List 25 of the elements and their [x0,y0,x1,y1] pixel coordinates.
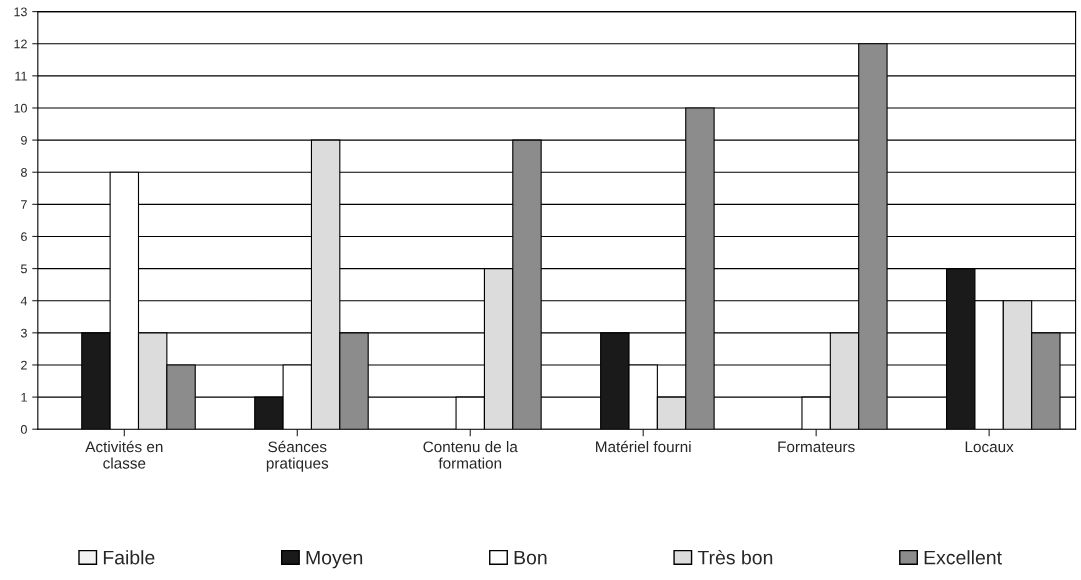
y-tick-label: 7 [21,200,27,209]
x-tick-label: Contenu de la formation [423,441,518,469]
legend-label: Moyen [306,550,363,569]
y-tick-label: 12 [14,39,27,49]
y-tick-label: 10 [14,103,27,113]
legend-label: Très bon [697,549,773,565]
x-tick-label: Séances pratiques [266,440,329,472]
y-tick-label: 9 [21,135,27,145]
y-tick-label: 2 [21,360,27,370]
y-tick-label: 13 [14,7,27,17]
y-tick-label: 8 [21,168,27,177]
x-tick-label: Matériel fourni [596,440,691,453]
x-tick-label: Activités en classe [85,440,163,469]
y-tick-label: 5 [20,264,27,274]
x-tick-label: Formateurs [778,441,855,453]
y-tick-label: 0 [20,425,27,434]
legend-label: Faible [103,550,155,565]
y-tick-label: 1 [21,393,27,402]
y-tick-label: 6 [21,232,27,242]
legend-label: Excellent [924,550,1002,565]
y-tick-label: 4 [20,296,28,306]
legend-label: Bon [514,550,547,565]
x-tick-label: Locaux [965,441,1014,453]
y-tick-label: 3 [20,328,27,338]
y-tick-label: 11 [15,71,27,81]
